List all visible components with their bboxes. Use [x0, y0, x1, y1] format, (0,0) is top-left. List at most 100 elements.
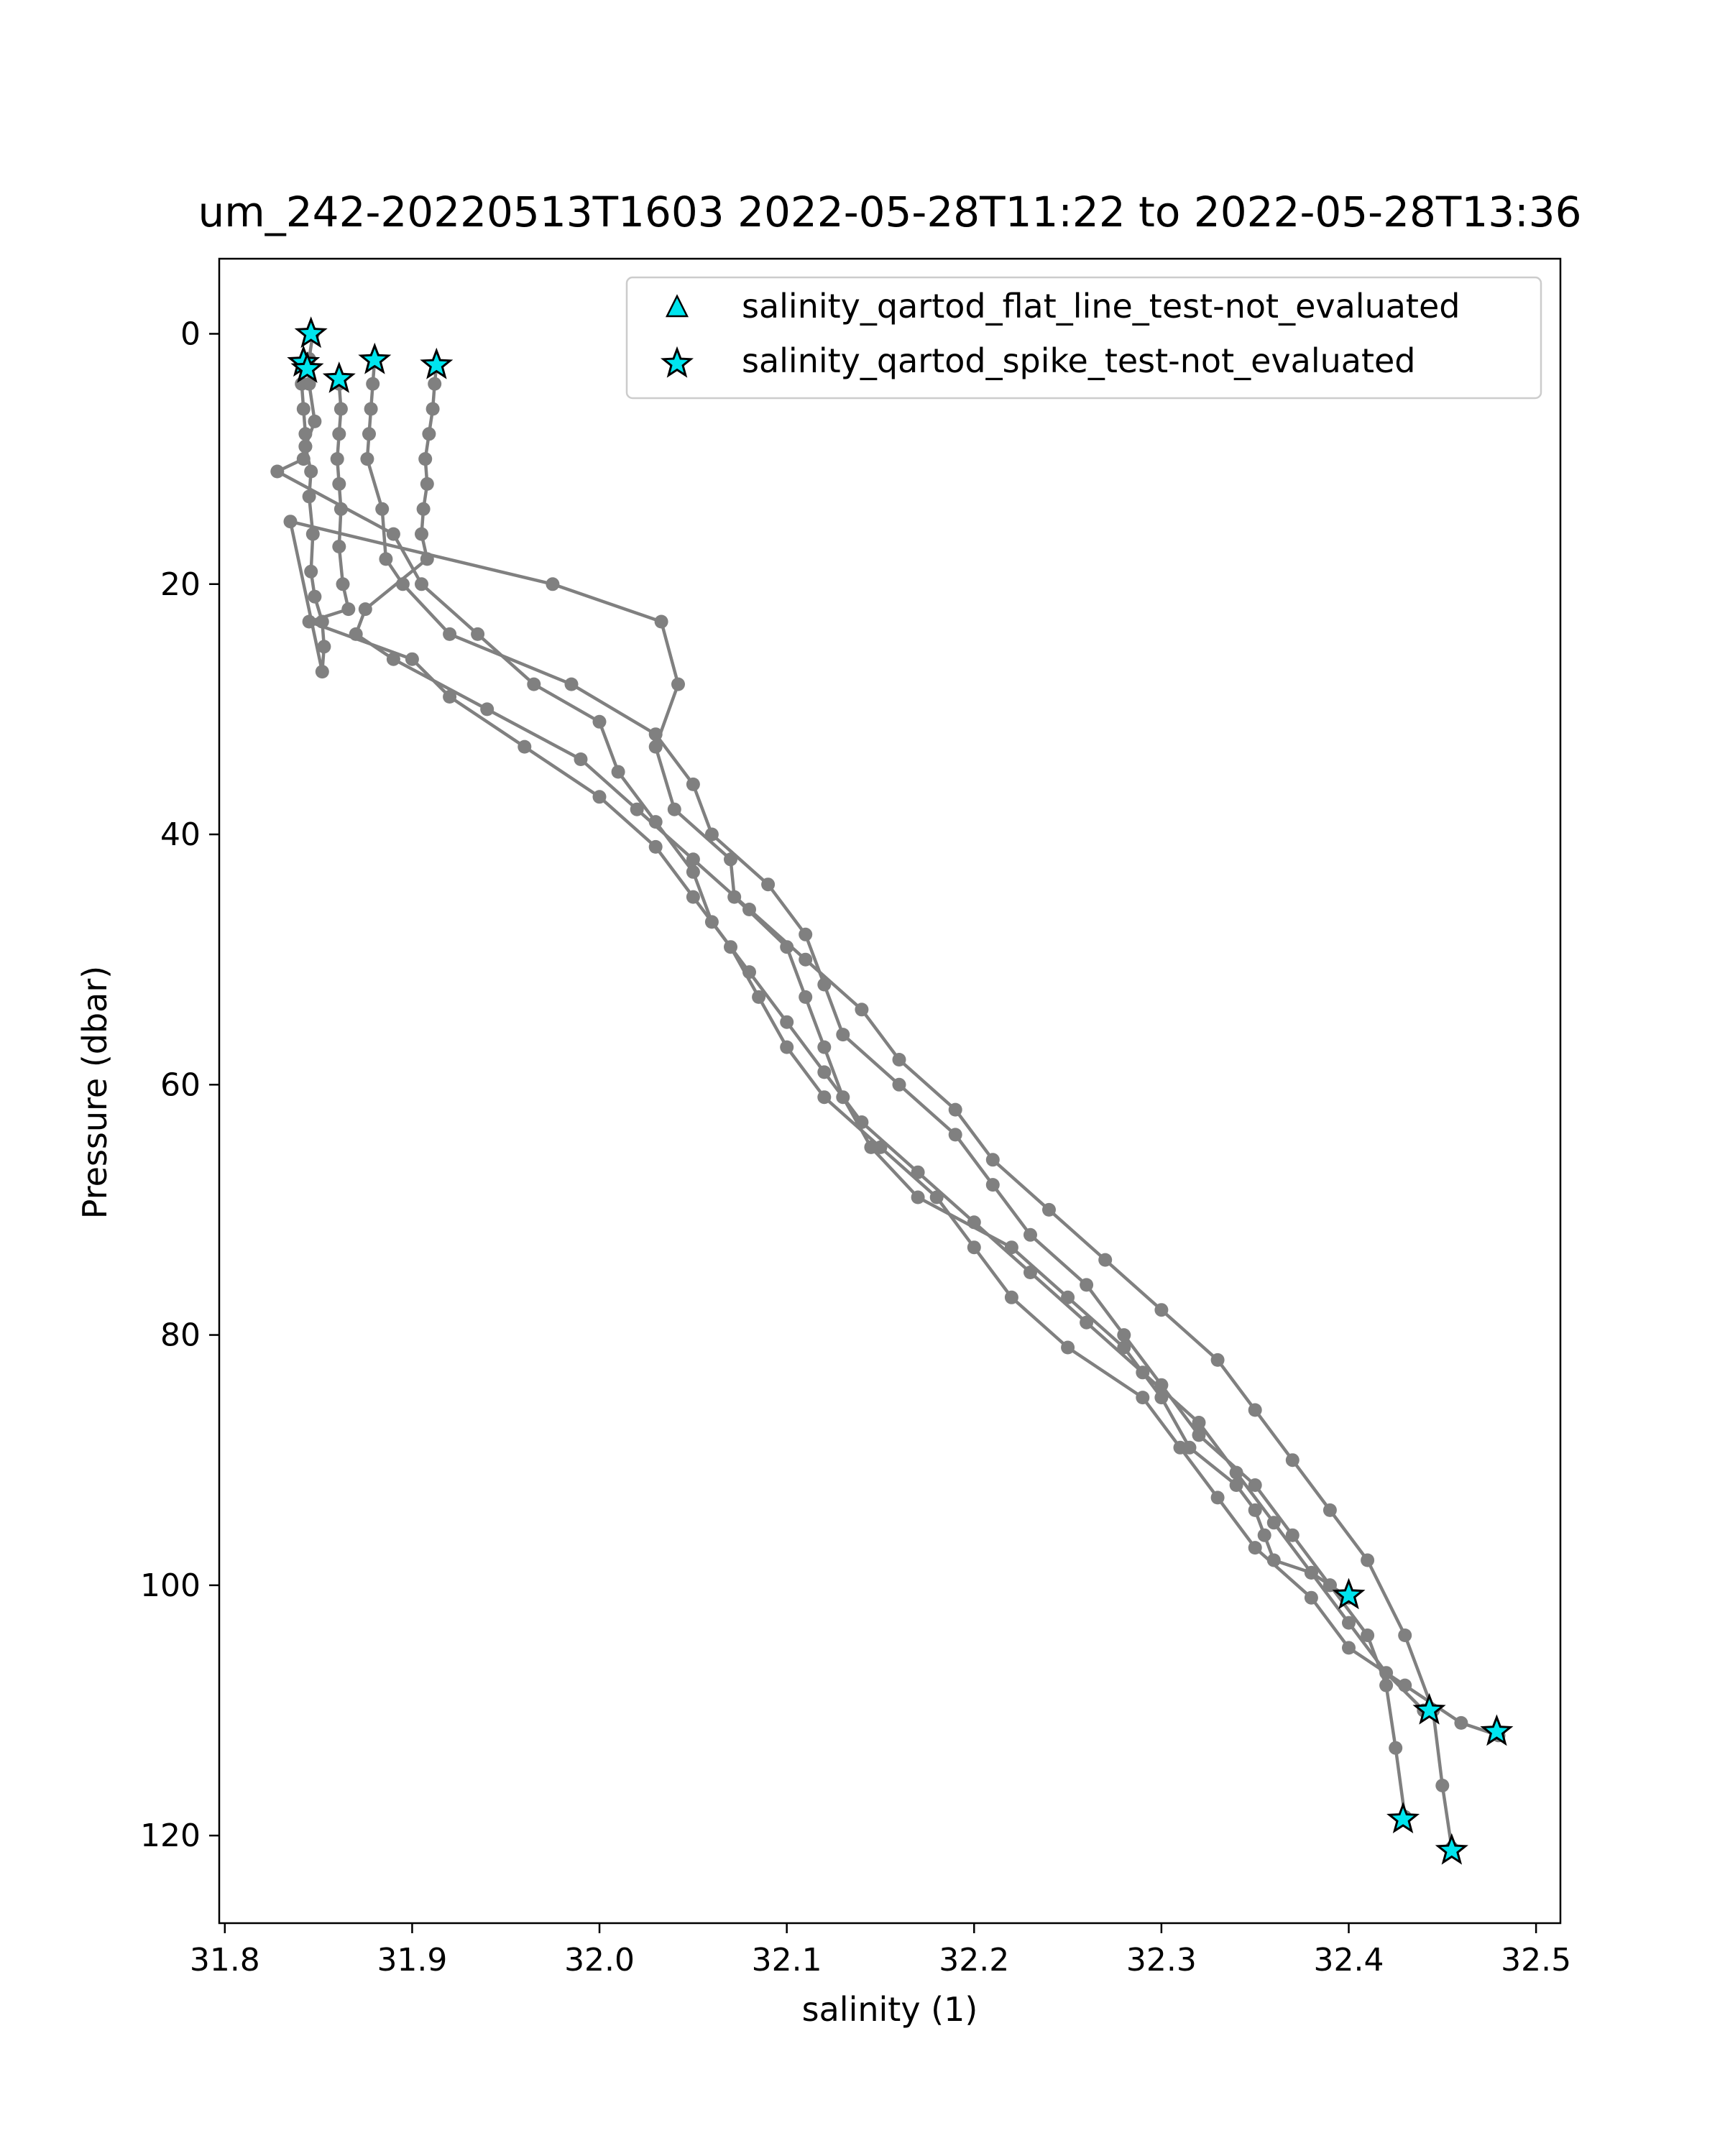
- profile-point: [1136, 1391, 1150, 1405]
- x-tick-label: 31.9: [377, 1942, 447, 1978]
- profile-point: [1173, 1440, 1187, 1455]
- plot-area: [270, 316, 1514, 1865]
- y-tick-label: 80: [160, 1317, 201, 1354]
- x-tick-label: 32.3: [1126, 1942, 1197, 1978]
- profile-point: [1398, 1678, 1412, 1692]
- profile-point: [817, 1065, 832, 1079]
- x-tick-label: 32.2: [939, 1942, 1009, 1978]
- profile-line-1: [288, 333, 1350, 1600]
- x-tick-label: 32.4: [1314, 1942, 1384, 1978]
- profile-point: [892, 1053, 906, 1067]
- legend-label-flat-line: salinity_qartod_flat_line_test-not_evalu…: [742, 287, 1460, 326]
- profile-point: [1136, 1365, 1150, 1380]
- legend-label-spike: salinity_qartod_spike_test-not_evaluated: [742, 341, 1415, 380]
- profile-point: [1248, 1541, 1262, 1555]
- profile-point: [855, 1003, 869, 1017]
- profile-point: [1266, 1553, 1281, 1567]
- x-tick-label: 32.5: [1501, 1942, 1571, 1978]
- y-tick-label: 120: [140, 1818, 201, 1854]
- spike-test-star-marker: [1412, 1692, 1446, 1725]
- plot-frame: [218, 257, 1562, 1925]
- profile-point: [1285, 1528, 1300, 1542]
- profile-point: [799, 927, 813, 941]
- profile-point: [1117, 1328, 1131, 1342]
- profile-point: [443, 690, 457, 704]
- profile-point: [648, 815, 663, 829]
- flagged-points-layer: [287, 316, 1514, 1865]
- profile-point: [836, 1028, 850, 1042]
- profile-point: [1361, 1553, 1375, 1567]
- profile-point: [334, 402, 348, 416]
- profile-point: [443, 627, 457, 641]
- profile-point: [799, 990, 813, 1004]
- profile-point: [1061, 1340, 1075, 1355]
- profile-point: [283, 515, 298, 529]
- chart-title: um_242-20220513T1603 2022-05-28T11:22 to…: [198, 188, 1582, 236]
- profile-point: [817, 1090, 832, 1105]
- profile-point: [1229, 1478, 1243, 1492]
- profile-point: [799, 952, 813, 967]
- profile-point: [375, 502, 390, 516]
- profile-point: [416, 502, 431, 516]
- profile-point: [1192, 1428, 1206, 1442]
- profile-point: [1398, 1628, 1412, 1642]
- profile-point: [704, 827, 719, 842]
- y-axis-label: Pressure (dbar): [75, 966, 114, 1219]
- profile-point: [1210, 1353, 1225, 1367]
- profile-point: [1257, 1528, 1271, 1542]
- profile-point: [1248, 1478, 1262, 1492]
- profile-point: [471, 627, 485, 641]
- profile-point: [415, 527, 428, 541]
- profile-point: [1342, 1641, 1356, 1655]
- profile-point: [752, 990, 766, 1004]
- profile-point: [341, 602, 356, 617]
- spike-test-star-marker: [290, 351, 324, 383]
- legend-star-marker: [660, 346, 694, 378]
- profile-point: [671, 677, 685, 691]
- profile-point: [296, 402, 310, 416]
- y-tick-label: 40: [160, 816, 201, 853]
- profile-point: [686, 852, 700, 867]
- profile-point: [420, 552, 434, 566]
- profile-point: [302, 489, 316, 504]
- profile-point: [780, 940, 794, 954]
- profile-point: [1024, 1266, 1037, 1279]
- profile-point: [386, 652, 400, 666]
- profile-point: [332, 427, 346, 441]
- y-tick-label: 0: [180, 315, 201, 352]
- y-axis: 0 20 40 60 80 100 120: [140, 315, 219, 1854]
- profile-point: [817, 1040, 832, 1054]
- profile-point: [296, 452, 310, 466]
- x-tick-label: 31.8: [190, 1942, 260, 1978]
- profile-point: [1024, 1227, 1037, 1242]
- profile-point: [304, 564, 318, 579]
- profile-point: [1322, 1503, 1337, 1517]
- profile-point: [336, 577, 350, 591]
- legend-triangle-marker: [665, 294, 689, 318]
- profile-point: [302, 614, 316, 629]
- profile-point: [892, 1077, 906, 1092]
- profile-point: [1098, 1253, 1113, 1267]
- profile-point: [967, 1215, 981, 1230]
- profile-point: [686, 777, 700, 791]
- profile-point: [1266, 1516, 1281, 1530]
- profile-line-4: [365, 359, 1407, 1818]
- profile-point: [630, 802, 644, 816]
- profile-point: [379, 552, 393, 566]
- profile-point: [420, 476, 434, 491]
- profile-point: [349, 627, 363, 641]
- profile-point: [298, 439, 313, 453]
- profile-point: [592, 714, 607, 729]
- profile-point: [1248, 1503, 1262, 1517]
- profile-point: [270, 464, 285, 479]
- profile-point: [1042, 1202, 1056, 1217]
- profile-point: [985, 1153, 1000, 1167]
- profile-point: [686, 865, 700, 879]
- y-tick-label: 60: [160, 1067, 201, 1103]
- profile-point: [929, 1190, 944, 1204]
- profile-point: [1004, 1290, 1018, 1304]
- profile-point: [873, 1140, 888, 1154]
- profile-point: [611, 765, 625, 779]
- profile-point: [317, 640, 331, 654]
- spike-test-star-marker: [1386, 1802, 1420, 1833]
